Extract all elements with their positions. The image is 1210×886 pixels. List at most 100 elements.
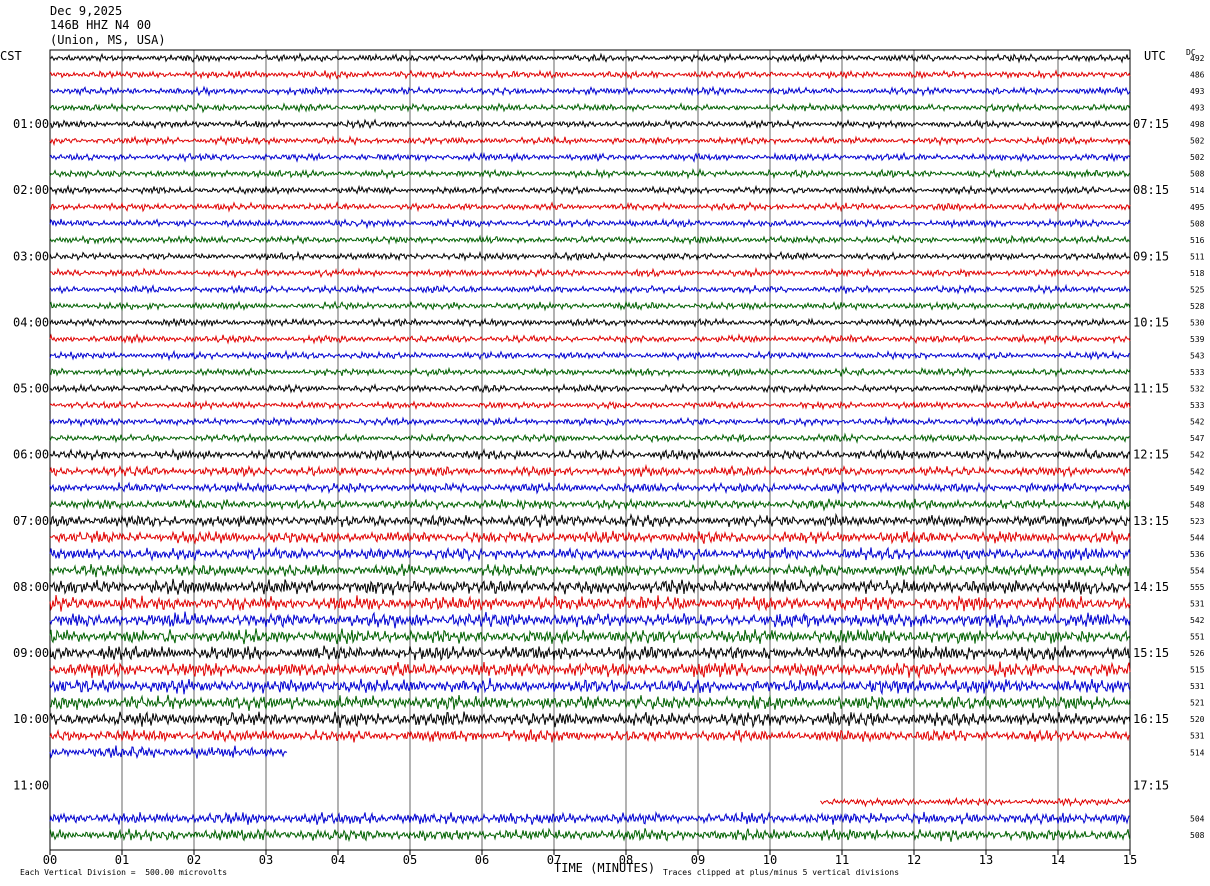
dc-offset-label: 549 bbox=[1190, 484, 1205, 493]
right-hour-label: 17:15 bbox=[1133, 778, 1169, 792]
trace-row bbox=[49, 415, 1131, 428]
trace-row bbox=[49, 447, 1131, 462]
trace-row bbox=[49, 745, 288, 760]
station-location: (Union, MS, USA) bbox=[50, 33, 166, 47]
trace-row bbox=[49, 463, 1131, 478]
x-tick-label: 10 bbox=[763, 853, 777, 867]
x-tick-label: 09 bbox=[691, 853, 705, 867]
trace-row bbox=[49, 677, 1131, 696]
dc-offset-label: 539 bbox=[1190, 335, 1205, 344]
dc-offset-label: 498 bbox=[1190, 120, 1205, 129]
trace-row bbox=[49, 217, 1131, 230]
left-hour-label: 08:00 bbox=[13, 580, 49, 594]
x-tick-label: 01 bbox=[115, 853, 129, 867]
dc-offset-label: 526 bbox=[1190, 649, 1205, 658]
trace-row bbox=[49, 118, 1131, 130]
dc-offset-label: 508 bbox=[1190, 831, 1205, 840]
dc-offset-label: 542 bbox=[1190, 616, 1205, 625]
left-hour-label: 11:00 bbox=[13, 778, 49, 792]
trace-row bbox=[49, 349, 1131, 362]
left-hour-label: 03:00 bbox=[13, 249, 49, 263]
dc-offset-label: 518 bbox=[1190, 269, 1205, 278]
trace-row bbox=[49, 432, 1131, 445]
right-hour-label: 10:15 bbox=[1133, 315, 1169, 329]
trace-row bbox=[49, 595, 1131, 612]
trace-row bbox=[49, 184, 1131, 196]
dc-offset-label: 533 bbox=[1190, 368, 1205, 377]
x-tick-label: 14 bbox=[1051, 853, 1065, 867]
dc-offset-label: 523 bbox=[1190, 517, 1205, 526]
x-tick-label: 08 bbox=[619, 853, 633, 867]
left-hour-label: 09:00 bbox=[13, 646, 49, 660]
trace-row bbox=[49, 201, 1131, 213]
dc-offset-label: 543 bbox=[1190, 352, 1205, 361]
trace-row bbox=[49, 645, 1131, 662]
dc-offset-label: 531 bbox=[1190, 599, 1205, 608]
trace-row bbox=[49, 333, 1131, 345]
dc-offset-label: 515 bbox=[1190, 666, 1205, 675]
right-hour-label: 13:15 bbox=[1133, 514, 1169, 528]
trace-row bbox=[49, 497, 1131, 512]
trace-row bbox=[820, 796, 1130, 808]
dc-offset-label: 544 bbox=[1190, 533, 1205, 542]
dc-offset-label: 530 bbox=[1190, 318, 1205, 327]
dc-offset-label: 525 bbox=[1190, 285, 1205, 294]
dc-offset-label: 493 bbox=[1190, 87, 1205, 96]
trace-row bbox=[49, 578, 1131, 596]
right-hour-label: 16:15 bbox=[1133, 712, 1169, 726]
trace-row bbox=[49, 481, 1131, 495]
trace-row bbox=[49, 529, 1131, 545]
trace-row bbox=[49, 151, 1131, 163]
trace-row bbox=[49, 728, 1131, 744]
dc-offset-label: 504 bbox=[1190, 814, 1205, 823]
left-hour-label: 10:00 bbox=[13, 712, 49, 726]
dc-offset-label: 495 bbox=[1190, 203, 1205, 212]
x-tick-label: 11 bbox=[835, 853, 849, 867]
dc-offset-label: 508 bbox=[1190, 219, 1205, 228]
dc-offset-label: 531 bbox=[1190, 682, 1205, 691]
trace-row bbox=[49, 167, 1131, 180]
trace-row bbox=[49, 250, 1131, 262]
x-axis-title: TIME (MINUTES) bbox=[554, 861, 656, 875]
x-tick-label: 15 bbox=[1123, 853, 1137, 867]
right-hour-label: 07:15 bbox=[1133, 117, 1169, 131]
left-hour-label: 05:00 bbox=[13, 382, 49, 396]
right-hour-label: 11:15 bbox=[1133, 382, 1169, 396]
dc-offset-label: 532 bbox=[1190, 385, 1205, 394]
dc-offset-label: 536 bbox=[1190, 550, 1205, 559]
x-tick-label: 04 bbox=[331, 853, 345, 867]
dc-offset-label: 542 bbox=[1190, 467, 1205, 476]
trace-row bbox=[49, 266, 1130, 279]
trace-row bbox=[49, 628, 1131, 645]
left-hour-label: 06:00 bbox=[13, 448, 49, 462]
left-hour-label: 02:00 bbox=[13, 183, 49, 197]
dc-offset-label: 502 bbox=[1190, 153, 1205, 162]
dc-offset-label: 514 bbox=[1190, 186, 1205, 195]
trace-row bbox=[49, 366, 1131, 378]
station-id: 146B HHZ N4 00 bbox=[50, 18, 152, 32]
x-tick-label: 03 bbox=[259, 853, 273, 867]
dc-offset-label: 508 bbox=[1190, 170, 1205, 179]
dc-offset-label: 493 bbox=[1190, 104, 1205, 113]
trace-row bbox=[49, 827, 1131, 843]
trace-row bbox=[49, 694, 1131, 711]
trace-row bbox=[49, 300, 1131, 312]
x-tick-label: 07 bbox=[547, 853, 561, 867]
trace-row bbox=[49, 234, 1131, 246]
right-hour-label: 15:15 bbox=[1133, 646, 1169, 660]
x-tick-label: 12 bbox=[907, 853, 921, 867]
dc-offset-label: 486 bbox=[1190, 71, 1205, 80]
dc-offset-label: 502 bbox=[1190, 137, 1205, 146]
dc-offset-label: 533 bbox=[1190, 401, 1205, 410]
x-tick-label: 06 bbox=[475, 853, 489, 867]
dc-offset-label: 514 bbox=[1190, 748, 1205, 757]
trace-row bbox=[49, 810, 1131, 826]
trace-row bbox=[49, 102, 1131, 114]
trace-row bbox=[49, 563, 1131, 578]
dc-offset-label: 555 bbox=[1190, 583, 1205, 592]
right-hour-label: 14:15 bbox=[1133, 580, 1169, 594]
dc-offset-label: 520 bbox=[1190, 715, 1205, 724]
left-hour-label: 07:00 bbox=[13, 514, 49, 528]
dc-offset-label: 554 bbox=[1190, 566, 1205, 575]
trace-row bbox=[49, 85, 1131, 97]
